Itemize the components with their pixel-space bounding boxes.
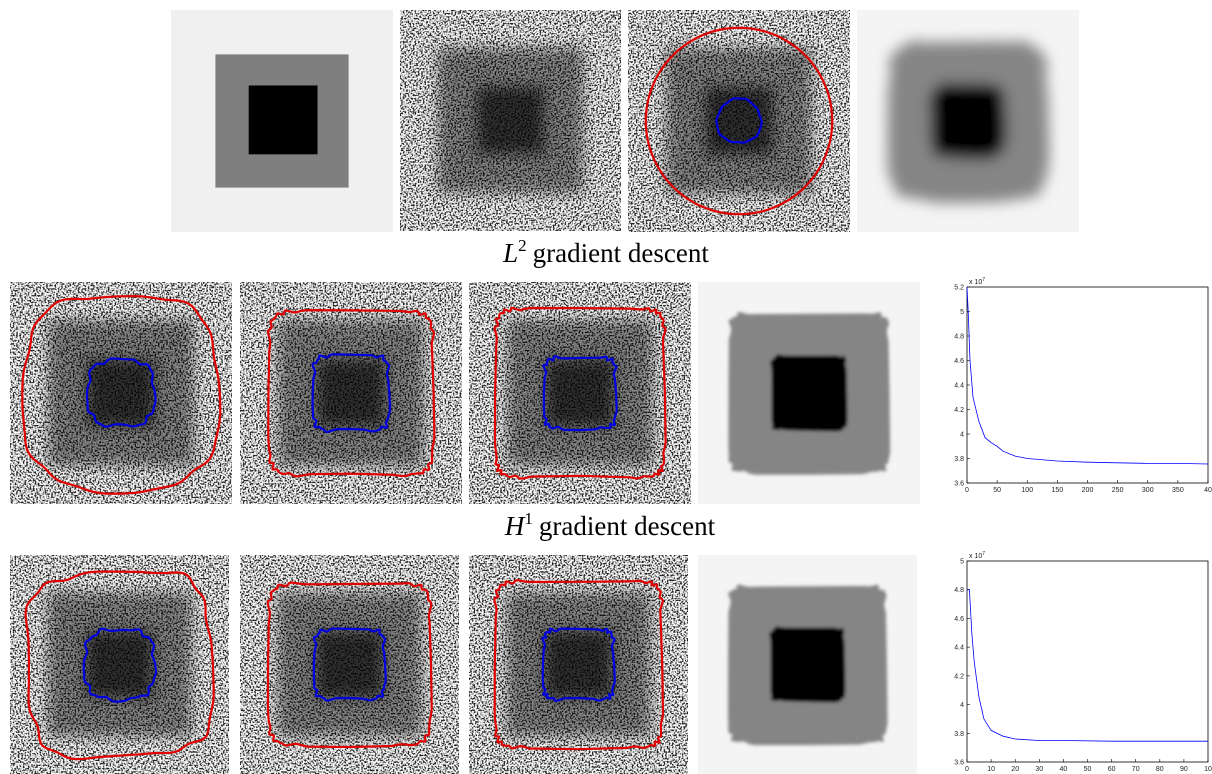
caption: L2 gradient descent [502, 236, 709, 268]
figure: L2 gradient descent H1 gradient descent 0 5… [0, 0, 1212, 774]
shapes [728, 585, 888, 746]
plot: 0 10 20 30 40 50 60 70 80 90 10 3.6 3.8 4 4.2 4.4 4.6 4.8… [954, 551, 1212, 773]
x-tick-label: 10 [987, 766, 995, 773]
x-tick-label: 200 [1082, 487, 1094, 494]
y-tick-label: 4.8 [954, 587, 964, 594]
caption-text: gradient descent [539, 511, 716, 541]
y-tick-label: 4 [960, 702, 964, 709]
denoised-image [698, 555, 917, 774]
x-tick-label: 300 [1142, 487, 1154, 494]
y-tick-label: 4.4 [954, 383, 964, 390]
shapes [888, 41, 1050, 203]
noise [628, 10, 850, 232]
page: {"captions": [ {"letter": "L", "sup": "2… [0, 0, 1212, 774]
plot-frame [967, 287, 1208, 483]
denoised-image [698, 282, 920, 504]
x-tick-label: 20 [1011, 766, 1019, 773]
y-tick-label: 3.8 [954, 456, 964, 463]
y-tick-label: 4.2 [954, 407, 964, 414]
inner-square [769, 626, 845, 702]
noise [400, 10, 621, 231]
x-tick-label: 100 [1021, 487, 1033, 494]
y-tick-label: 4.6 [954, 358, 964, 365]
noisy-image [400, 10, 621, 231]
y-scale-label: x 107 [969, 551, 985, 560]
caption-sup: 1 [524, 509, 533, 528]
y-tick-label: 4.6 [954, 616, 964, 623]
denoised-image [857, 10, 1079, 232]
x-tick-label: 150 [1052, 487, 1064, 494]
x-tick-label: 10 [1204, 766, 1212, 773]
shapes [728, 312, 890, 475]
y-tick-label: 3.8 [954, 731, 964, 738]
x-tick-label: 50 [1084, 766, 1092, 773]
noisy-image [10, 555, 229, 774]
y-scale-base: x 10 [969, 279, 982, 286]
y-scale-exponent: 7 [982, 551, 985, 557]
x-tick-label: 50 [993, 487, 1001, 494]
y-tick-label: 4 [960, 432, 964, 439]
noisy-image [469, 555, 688, 774]
y-tick-label: 3.6 [954, 481, 964, 488]
y-scale-exponent: 7 [982, 277, 985, 283]
y-tick-label: 4.8 [954, 334, 964, 341]
caption: H1 gradient descent [504, 509, 716, 541]
caption-letter: L [502, 238, 518, 268]
x-tick-label: 70 [1132, 766, 1140, 773]
plot-frame [967, 561, 1208, 762]
y-tick-label: 4.4 [954, 645, 964, 652]
y-tick-label: 5 [960, 559, 964, 566]
plot: 0 50 100 150 200 250 300 350 40 3.6 3.8 4 4.2 4.4 4.6 4… [954, 277, 1212, 494]
x-tick-label: 0 [965, 487, 969, 494]
inner-square [770, 354, 847, 431]
noisy-image [240, 282, 462, 504]
noisy-image [628, 10, 850, 232]
y-tick-label: 3.6 [954, 760, 964, 767]
y-tick-label: 4.2 [954, 673, 964, 680]
noisy-image [10, 282, 232, 504]
noisy-image [240, 555, 459, 774]
inner-square [249, 85, 318, 154]
inner-square [930, 83, 1007, 160]
x-tick-label: 250 [1112, 487, 1124, 494]
y-tick-label: 5.2 [954, 285, 964, 292]
noisy-image [469, 282, 691, 504]
x-tick-label: 350 [1172, 487, 1184, 494]
y-tick-label: 5 [960, 309, 964, 316]
y-scale-base: x 10 [969, 553, 982, 560]
x-tick-label: 40 [1204, 487, 1212, 494]
x-tick-label: 60 [1108, 766, 1116, 773]
y-scale-label: x 107 [969, 277, 985, 286]
caption-text: gradient descent [533, 238, 710, 268]
caption-sup: 2 [518, 236, 527, 255]
caption-letter: H [504, 511, 526, 541]
x-tick-label: 40 [1060, 766, 1068, 773]
x-tick-label: 30 [1035, 766, 1043, 773]
clean-image [171, 10, 393, 232]
x-tick-label: 90 [1180, 766, 1188, 773]
x-tick-label: 80 [1156, 766, 1164, 773]
x-tick-label: 0 [965, 766, 969, 773]
